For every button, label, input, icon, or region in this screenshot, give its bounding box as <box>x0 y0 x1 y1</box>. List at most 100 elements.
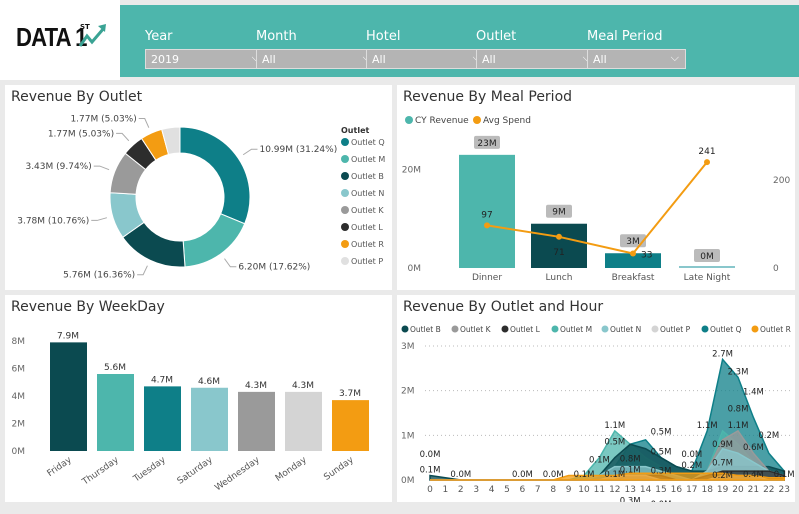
x-tick: 19 <box>717 485 729 495</box>
logo: DATA 1 ST <box>0 0 120 80</box>
legend-marker <box>751 325 759 333</box>
chevron-down-icon: ⌵ <box>252 51 260 65</box>
y-tick: 1M <box>401 431 415 441</box>
bar-label: 4.7M <box>151 375 173 385</box>
outlet-dropdown[interactable]: All ⌵ <box>476 49 598 69</box>
weekday-bar <box>50 342 87 451</box>
slice-label: 1.77M (5.03%) <box>70 115 136 125</box>
x-tick: Monday <box>274 455 309 484</box>
revenue-by-weekday-panel: Revenue By WeekDay 0M 2M 4M 6M 8M 7.9M Friday 5… <box>5 295 392 502</box>
x-tick: 13 <box>624 485 635 495</box>
x-tick: Lunch <box>546 273 573 283</box>
svg-text:ST: ST <box>80 23 90 31</box>
legend-marker <box>341 257 349 265</box>
weekday-bar <box>97 374 134 451</box>
bar-label: 9M <box>552 208 566 218</box>
legend-marker <box>473 116 481 124</box>
y-tick: 8M <box>12 337 26 347</box>
meal-period-dropdown[interactable]: All ⌵ <box>587 49 686 69</box>
legend-marker <box>341 240 349 248</box>
data-label: 0.2M <box>712 471 733 481</box>
data-label: 0.8M <box>728 404 749 414</box>
data-label: 0.2M <box>681 461 702 471</box>
x-tick: 17 <box>686 485 697 495</box>
filter-year[interactable]: Year 2019 ⌵ <box>145 29 267 69</box>
chart-title: Revenue By Outlet <box>11 89 143 105</box>
legend-item: Outlet L <box>510 325 541 334</box>
legend-item: Outlet N <box>351 189 384 198</box>
data-label: 0.1M <box>420 466 441 476</box>
combo-chart: CY Revenue Avg Spend 0M 20M 0 200 23M Dinner 9M L… <box>402 116 790 283</box>
legend-marker <box>551 325 559 333</box>
filter-meal-period[interactable]: Meal Period All ⌵ <box>587 29 686 69</box>
data-label: 2.7M <box>712 349 733 359</box>
legend-item: Outlet P <box>351 257 383 266</box>
avg-spend-point <box>630 250 636 257</box>
x-tick: Tuesday <box>131 455 168 485</box>
y-tick: 0M <box>401 476 415 486</box>
bar-chart: 0M 2M 4M 6M 8M 7.9M Friday 5.6M Thursday 4.7M Tues… <box>12 331 369 493</box>
x-tick: 3 <box>473 485 479 495</box>
hotel-dropdown[interactable]: All⌵ <box>366 49 488 69</box>
data-label: 0.1M <box>774 470 795 480</box>
legend-marker <box>341 206 349 214</box>
data-label: 0.2M <box>758 431 779 441</box>
data-label: 0.5M <box>651 428 672 438</box>
weekday-bar <box>144 386 181 451</box>
data-label: 0.5M <box>651 448 672 458</box>
weekday-bar <box>238 391 275 451</box>
leader-line <box>91 217 108 221</box>
filter-label: Outlet <box>476 29 517 44</box>
legend-item: Outlet R <box>760 325 791 334</box>
data-label: 1.1M <box>604 421 625 431</box>
legend-item: Outlet K <box>460 325 492 334</box>
x-tick: 11 <box>594 485 605 495</box>
filter-outlet[interactable]: Outlet All ⌵ <box>476 29 598 69</box>
data-label: 0.9M <box>712 440 733 450</box>
data-label-bg <box>546 204 572 218</box>
data-label: 0.3M <box>651 467 672 477</box>
line-label: 241 <box>698 147 715 157</box>
month-dropdown[interactable]: All⌵ <box>256 49 378 69</box>
selected-value: All <box>482 53 496 66</box>
filter-month[interactable]: Month All⌵ <box>256 29 378 69</box>
data-label: 0.0M <box>512 470 533 480</box>
avg-spend-point <box>704 159 710 166</box>
revenue-by-outlet-hour-panel: Revenue By Outlet and Hour Outlet B Outle… <box>397 295 795 502</box>
selected-value: All <box>372 53 386 66</box>
chevron-down-icon: ⌵ <box>583 51 591 65</box>
bar-label: 7.9M <box>57 331 79 341</box>
legend-title: Outlet <box>341 126 369 135</box>
legend-item: Outlet Q <box>351 138 385 147</box>
revenue-bar <box>459 154 515 268</box>
x-tick: 2 <box>458 485 464 495</box>
bar-label: 3M <box>626 237 640 247</box>
legend-item: Outlet P <box>660 325 691 334</box>
x-tick: 1 <box>443 485 449 495</box>
x-tick: Friday <box>46 455 75 479</box>
x-tick: 10 <box>578 485 590 495</box>
bar-label: 0M <box>700 252 714 262</box>
legend-marker <box>401 325 409 333</box>
logo-arrow-icon: ST <box>78 23 106 47</box>
data-label: 0.6M <box>743 443 764 453</box>
legend-marker <box>651 325 659 333</box>
year-dropdown[interactable]: 2019 ⌵ <box>145 49 267 69</box>
data-label: 0.1M <box>589 456 610 466</box>
x-tick: Late Night <box>684 273 731 283</box>
legend-marker <box>451 325 459 333</box>
x-tick: Wednesday <box>213 455 262 493</box>
y-tick: 20M <box>402 166 421 176</box>
weekday-bar <box>191 387 228 451</box>
legend-item: Outlet R <box>351 240 384 249</box>
weekday-bar <box>285 391 322 451</box>
line-label: 33 <box>641 251 652 261</box>
legend-item: Avg Spend <box>483 116 531 126</box>
legend-marker <box>341 138 349 146</box>
filter-label: Month <box>256 29 297 44</box>
filter-hotel[interactable]: Hotel All⌵ <box>366 29 488 69</box>
data-label: 0.3M <box>620 497 641 502</box>
line-label: 71 <box>553 248 564 258</box>
legend-marker <box>341 172 349 180</box>
